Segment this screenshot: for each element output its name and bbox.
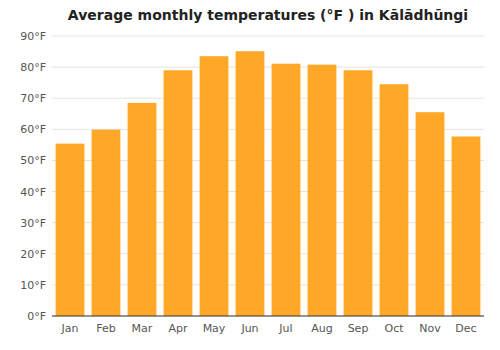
background	[0, 0, 500, 350]
bar	[236, 51, 265, 316]
x-tick-label: Feb	[96, 322, 115, 335]
x-axis-line	[52, 316, 484, 317]
y-grid	[52, 36, 484, 316]
y-tick-label: 20°F	[20, 248, 46, 261]
x-tick-label: Jun	[240, 322, 258, 335]
bar	[416, 112, 445, 316]
x-tick-label: Jan	[61, 322, 79, 335]
grid-line	[52, 316, 484, 317]
bar	[128, 103, 157, 316]
x-tick-label: Sep	[348, 322, 369, 335]
grid-line	[52, 36, 484, 37]
x-tick-label: Dec	[455, 322, 476, 335]
grid-line	[52, 67, 484, 68]
x-tick-label: May	[203, 322, 226, 335]
chart-svg: Average monthly temperatures (°F ) in Kā…	[0, 0, 500, 350]
y-tick-labels: 0°F 10°F 20°F 30°F 40°F 50°F 60°F 70°F 80°F 90°F	[20, 30, 46, 323]
y-tick-label: 40°F	[20, 186, 46, 199]
bar	[380, 84, 409, 316]
grid-line	[52, 98, 484, 99]
x-tick-label: Apr	[168, 322, 188, 335]
x-tick-labels: Jan Feb Mar Apr May Jun Jul Aug Sep Oct Nov Dec	[61, 322, 477, 335]
x-tick-label: Mar	[132, 322, 153, 335]
bar	[92, 130, 121, 316]
y-tick-label: 30°F	[20, 217, 46, 230]
bar	[344, 70, 373, 316]
x-tick-label: Jul	[278, 322, 292, 335]
x-tick-label: Oct	[384, 322, 404, 335]
x-tick-label: Nov	[419, 322, 441, 335]
bar	[452, 136, 481, 316]
bar	[164, 70, 193, 316]
y-tick-label: 70°F	[20, 92, 46, 105]
bar	[308, 65, 337, 316]
y-tick-label: 10°F	[20, 279, 46, 292]
y-tick-label: 0°F	[27, 310, 46, 323]
y-tick-label: 60°F	[20, 123, 46, 136]
bars	[56, 51, 481, 316]
y-tick-label: 90°F	[20, 30, 46, 43]
chart-container: Average monthly temperatures (°F ) in Kā…	[0, 0, 500, 350]
bar	[56, 144, 85, 316]
y-tick-label: 80°F	[20, 61, 46, 74]
chart-title: Average monthly temperatures (°F ) in Kā…	[68, 7, 468, 23]
y-tick-label: 50°F	[20, 154, 46, 167]
bar	[272, 64, 301, 316]
bar	[200, 56, 229, 316]
x-tick-label: Aug	[311, 322, 332, 335]
